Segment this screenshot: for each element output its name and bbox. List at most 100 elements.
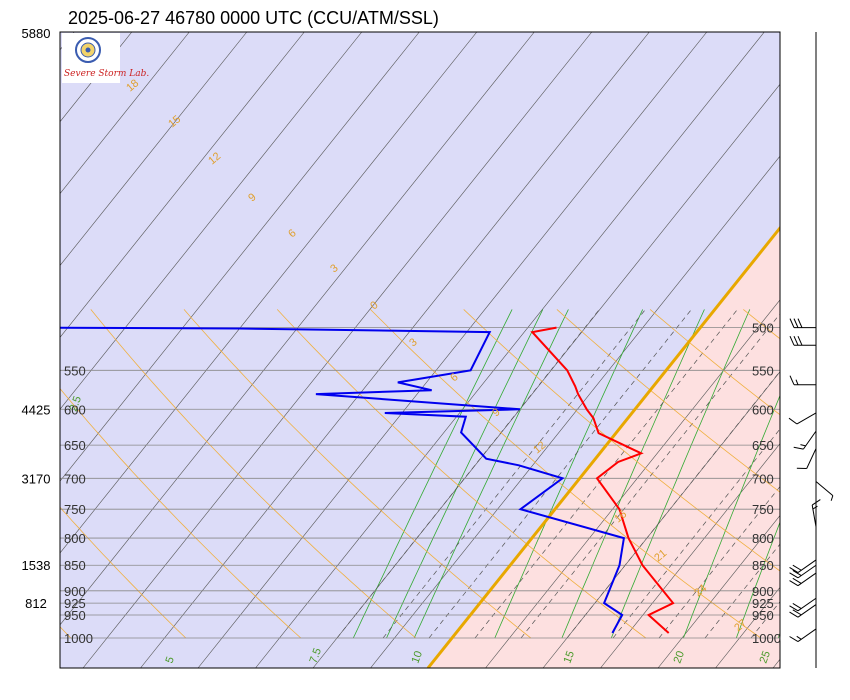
isotherm-line [772,658,780,668]
mixing-ratio-label: 20 [672,649,687,665]
height-label: 4425 [22,402,51,417]
isotherm-line [197,32,708,668]
pressure-label-left: 1000 [64,631,93,646]
mixing-ratio-line [494,309,644,639]
mixing-ratio-line [352,309,513,639]
wind-barb-icon [789,559,817,573]
isobars [60,327,780,639]
isotherms [0,32,850,668]
pressure-label-right: 500 [752,321,774,336]
dry-adiabat-line [183,309,532,639]
isotherm-line [657,515,780,668]
wind-barb-icon [789,375,816,386]
wind-barb-icon [789,564,817,579]
mixing-ratio-line [386,309,544,639]
chart-title: 2025-06-27 46780 0000 UTC (CCU/ATM/SSL) [68,8,439,28]
pressure-label-right: 550 [752,363,774,378]
wind-barb-icon [793,430,817,450]
mixing-ratio-label: 2.5 [68,395,85,413]
pressure-label-right: 850 [752,558,774,573]
dry-adiabat-line [463,309,780,572]
pressure-label-left: 600 [64,402,86,417]
logo-text: Severe Storm Lab. [64,69,149,79]
wind-barb-icon [789,597,817,612]
isotherm-line [600,443,780,668]
pressure-label-right: 750 [752,502,774,517]
mixing-ratio-line [777,632,780,639]
temperature-profile [530,326,675,634]
wind-barb-icon [811,499,821,527]
moist-adiabat-line [612,428,780,639]
isotherm-line [82,32,593,668]
moist-adiabat-line [520,313,780,639]
mixing-ratio-line [813,309,850,638]
dry-adiabat-line [370,309,762,639]
mixing-ratio-line [413,309,569,639]
height-label: 1538 [22,558,51,573]
mixing-ratio-label: 10 [410,649,425,665]
dry-adiabat-line [837,309,850,638]
mixing-ratio-line [683,394,780,639]
isotherm-line [255,32,765,668]
isotherm-line [485,299,780,668]
pressure-label-right: 650 [752,438,774,453]
pressure-label-right: 950 [752,608,774,623]
height-label: 812 [25,596,47,611]
dry-adiabat-line [276,309,647,639]
wind-barb-icon [796,448,817,469]
moist-adiabats [336,309,850,639]
pressure-label-right: 1000 [752,631,781,646]
pressure-label-left: 925 [64,596,86,611]
dry-adiabat-line [60,387,302,639]
pressure-label-right: 925 [752,596,774,611]
moist-adiabat-line [797,309,850,638]
isotherm-line [60,32,248,266]
mixing-ratio-lines [352,309,850,639]
isotherm-line [542,371,780,668]
height-labels: 5880 4425 3170 1538 812 [22,26,51,611]
wind-barb-icon [789,572,817,587]
moist-adiabat-line [428,309,692,639]
pressure-label-left: 850 [64,558,86,573]
mixing-ratio-label: 7.5 [308,647,325,665]
dewpoint-profile [60,326,626,634]
pressure-label-left: 550 [64,363,86,378]
isotherm-line [60,32,478,554]
moist-adiabat-line [474,309,738,639]
moist-adiabat-line [336,309,600,639]
isotherm-line [60,32,363,410]
moist-adiabat-line [843,309,850,638]
isotherm-line [60,32,420,482]
mixing-ratio-labels: 2.5 5 7.5 10 15 20 25 [68,395,773,665]
isotherm-line [0,32,17,668]
dry-adiabat-line [649,309,780,416]
pressure-label-left: 950 [64,608,86,623]
mixing-ratio-line [610,309,751,639]
isotherm-line [831,32,850,668]
dry-adiabat-line [556,309,780,493]
height-label: 3170 [22,471,51,486]
mixing-ratio-line [735,521,780,639]
wind-barb-icon [789,335,816,346]
moist-adiabat-line [382,309,646,639]
pressure-label-left: 650 [64,438,86,453]
logo: Severe Storm Lab. [62,33,149,83]
mixing-ratio-label: 5 [164,655,177,665]
isotherm-line [312,83,780,668]
wind-barbs [788,318,834,643]
dry-adiabat-line [90,309,417,639]
wind-barb-icon [788,412,817,425]
dry-adiabat-line [60,506,187,639]
mixing-ratio-label: 25 [758,649,773,665]
pressure-label-left: 800 [64,531,86,546]
height-label: 5880 [22,26,51,41]
moist-adiabat-line [658,485,780,639]
pressure-label-left: 900 [64,584,86,599]
wind-barb-icon [789,318,816,329]
wind-barb-icon [789,604,817,618]
pressure-label-right: 900 [752,584,774,599]
isotherm-line [370,155,780,668]
